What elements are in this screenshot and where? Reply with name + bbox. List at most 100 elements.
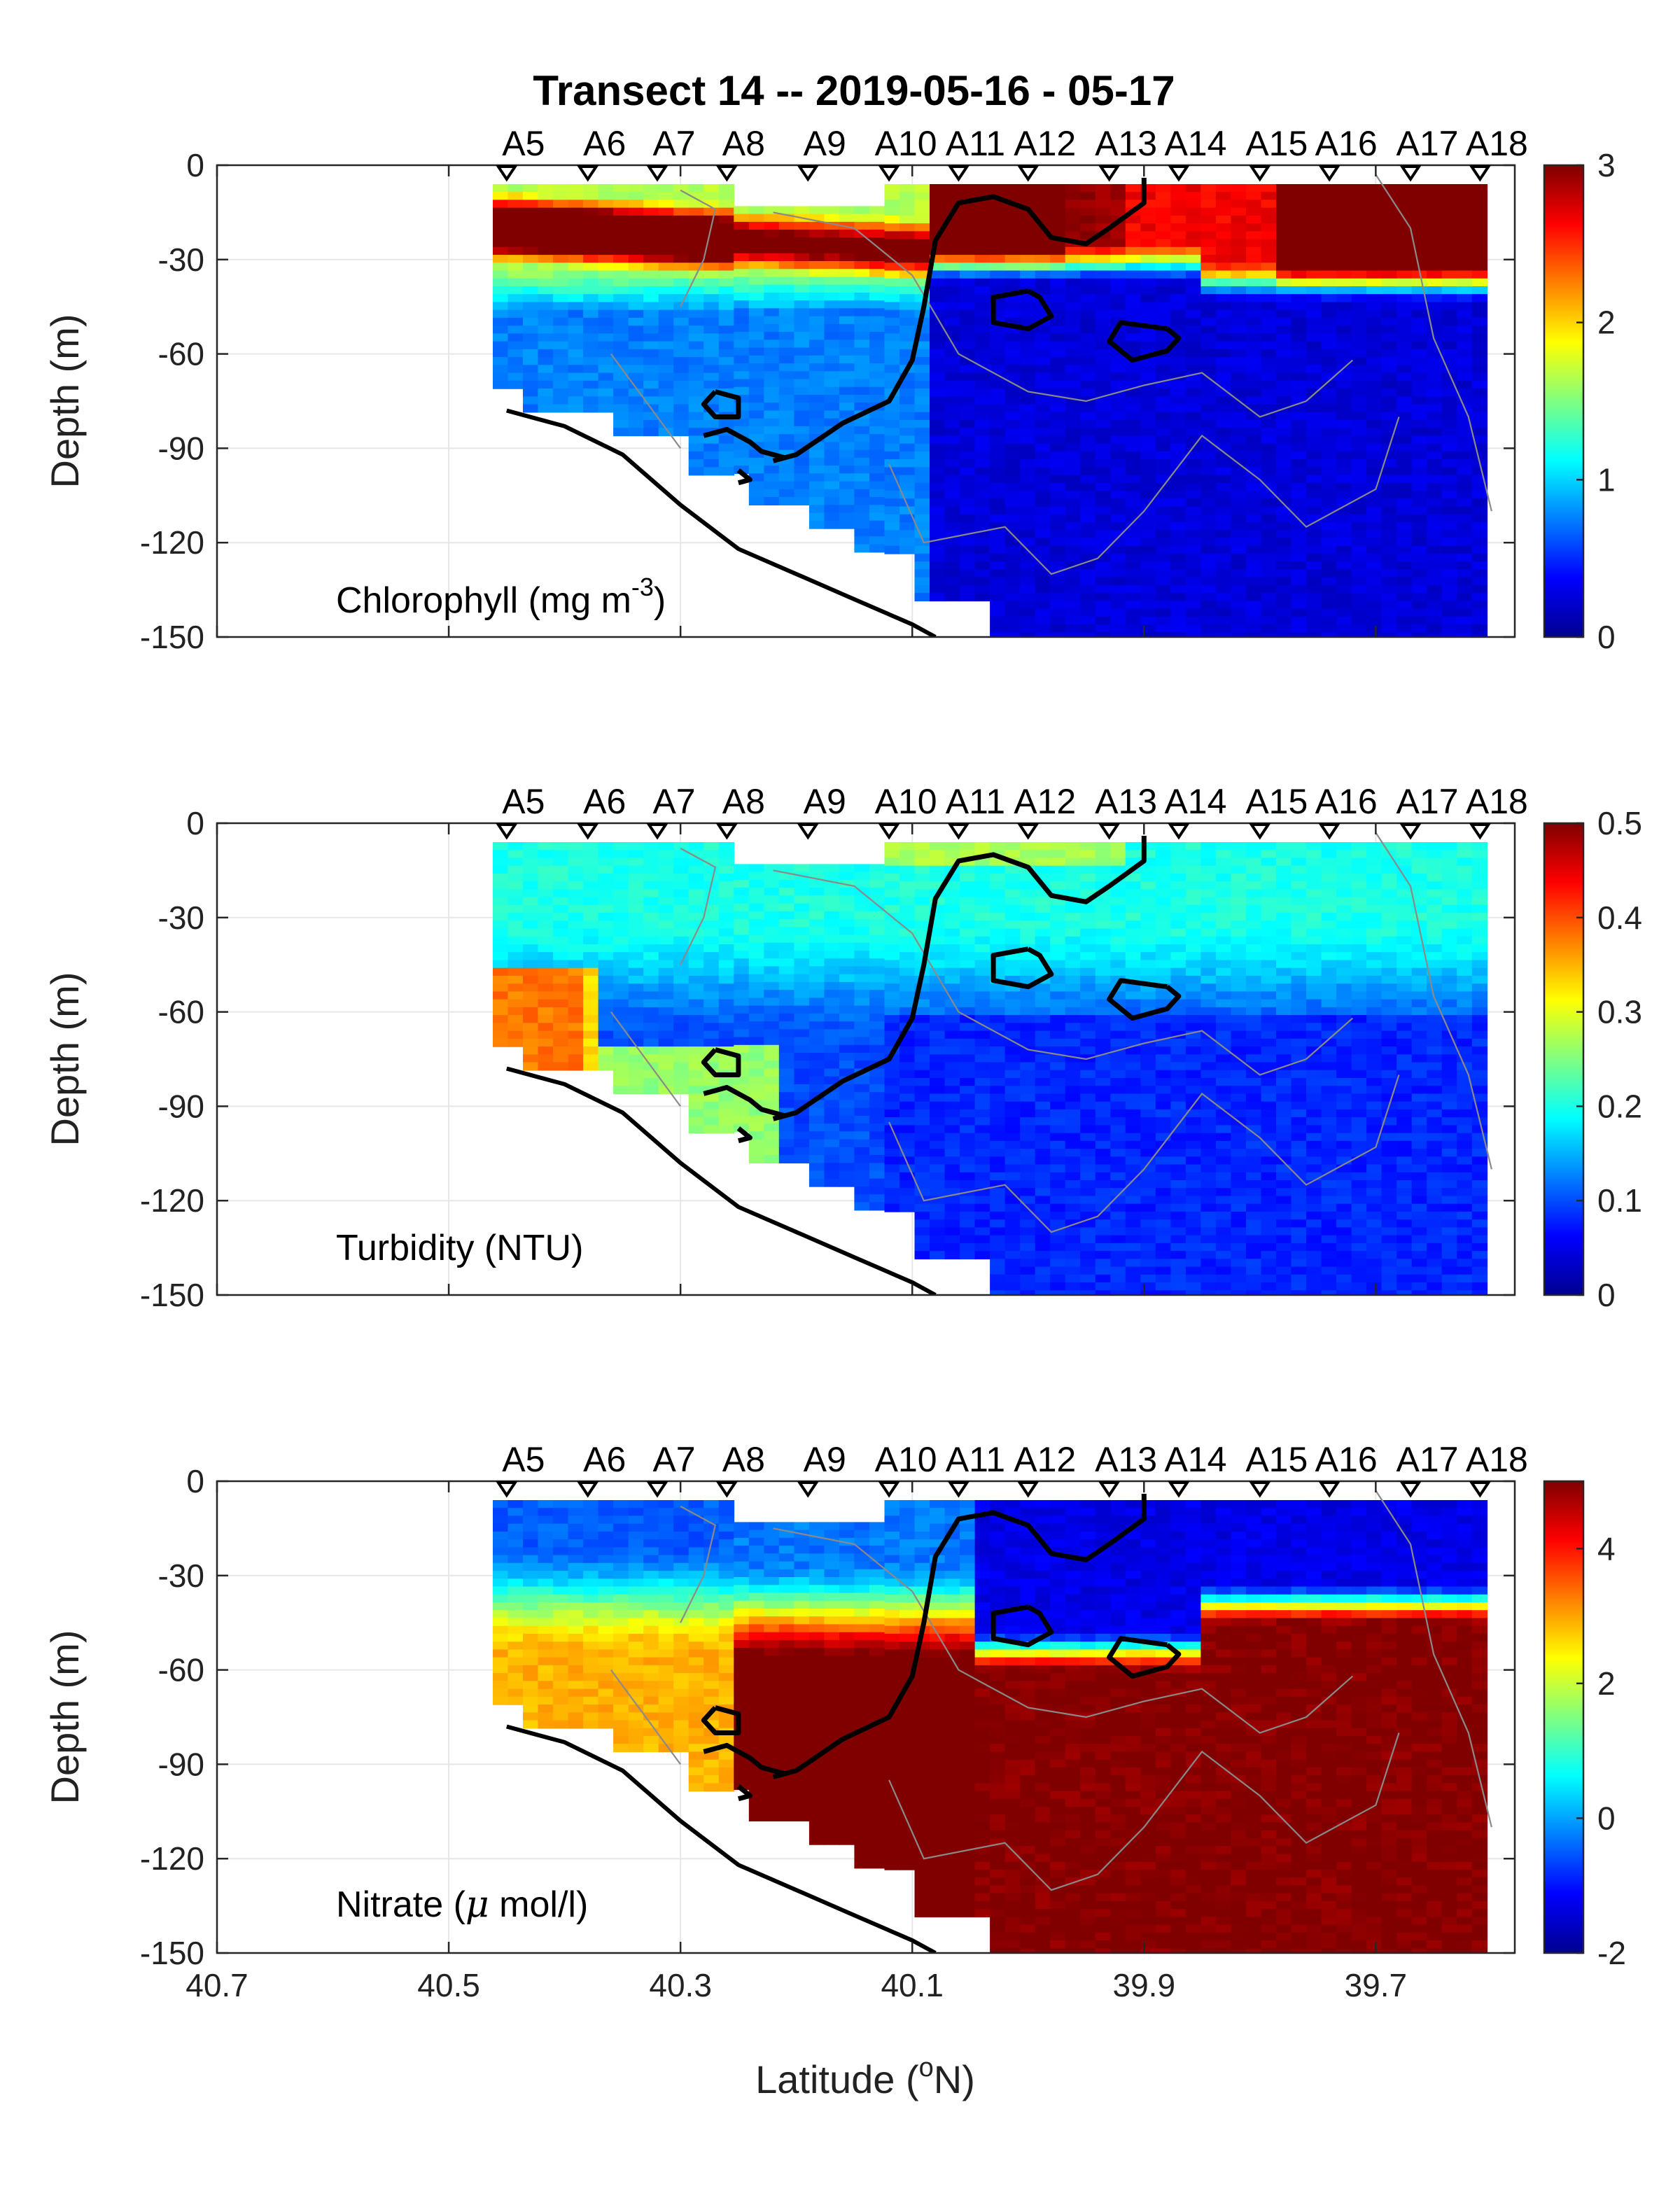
heatmap-cell <box>1155 514 1172 523</box>
heatmap-cell <box>568 302 584 311</box>
heatmap-cell <box>1215 223 1232 232</box>
heatmap-cell <box>493 239 509 248</box>
heatmap-cell <box>854 449 870 458</box>
heatmap-cell <box>1351 538 1367 547</box>
heatmap-cell <box>523 983 539 993</box>
heatmap-cell <box>553 952 569 961</box>
heatmap-cell <box>1065 577 1081 586</box>
heatmap-cell <box>824 1147 840 1156</box>
heatmap-cell <box>944 317 960 326</box>
heatmap-cell <box>643 952 659 961</box>
heatmap-cell <box>493 881 509 890</box>
heatmap-cell <box>658 420 674 428</box>
heatmap-cell <box>628 1070 644 1079</box>
heatmap-cell <box>1065 459 1081 468</box>
heatmap-cell <box>1140 608 1156 617</box>
heatmap-cell <box>523 200 539 209</box>
heatmap-cell <box>869 1068 886 1077</box>
heatmap-cell <box>1095 530 1112 539</box>
heatmap-cell <box>507 881 524 890</box>
heatmap-cell <box>1321 608 1337 617</box>
heatmap-cell <box>628 317 644 326</box>
heatmap-cell <box>824 951 840 959</box>
heatmap-cell <box>1140 396 1156 405</box>
heatmap-cell <box>990 270 1006 279</box>
heatmap-cell <box>1336 608 1352 617</box>
heatmap-cell <box>1020 1251 1036 1260</box>
heatmap-cell <box>960 498 976 507</box>
heatmap-cell <box>1095 1242 1112 1252</box>
heatmap-cell <box>1246 278 1262 287</box>
bottom-depth-line <box>506 408 937 637</box>
heatmap-cell <box>673 278 690 287</box>
heatmap-cell <box>1246 200 1262 209</box>
heatmap-cell <box>1004 223 1021 232</box>
heatmap-cell <box>1261 616 1277 625</box>
heatmap-cell <box>748 347 765 356</box>
heatmap-cell <box>1457 192 1473 201</box>
heatmap-cell <box>734 1107 750 1116</box>
heatmap-cell <box>688 341 704 350</box>
heatmap-cell <box>1246 593 1262 602</box>
heatmap-cell <box>1110 593 1126 602</box>
heatmap-cell <box>1035 538 1051 547</box>
heatmap-cell <box>1261 435 1277 444</box>
heatmap-cell <box>688 404 704 413</box>
heatmap-cell <box>794 340 810 349</box>
heatmap-cell <box>1065 1101 1081 1110</box>
heatmap-cell <box>628 286 644 295</box>
heatmap-cell <box>1351 584 1367 594</box>
heatmap-cell <box>1185 215 1202 224</box>
heatmap-cell <box>1050 435 1066 444</box>
heatmap-cell <box>839 1155 855 1163</box>
heatmap-cell <box>974 1086 990 1095</box>
heatmap-cell <box>538 1007 554 1016</box>
heatmap-cell <box>1020 1290 1036 1295</box>
heatmap-cell <box>1185 341 1202 350</box>
heatmap-cell <box>1231 624 1247 633</box>
heatmap-cell <box>869 426 886 435</box>
heatmap-cell <box>839 1053 855 1061</box>
heatmap-cell <box>990 904 1006 913</box>
heatmap-cell <box>523 255 539 264</box>
heatmap-cell <box>794 1076 810 1085</box>
heatmap-cell <box>1366 349 1382 358</box>
heatmap-cell <box>1035 858 1051 867</box>
heatmap-cell <box>1231 365 1247 374</box>
heatmap-cell <box>583 270 599 279</box>
heatmap-cell <box>1215 451 1232 460</box>
heatmap-cell <box>538 365 554 374</box>
heatmap-cell <box>1366 192 1382 201</box>
heatmap-cell <box>808 927 825 936</box>
heatmap-cell <box>1080 1196 1096 1205</box>
heatmap-cell <box>1170 491 1186 500</box>
heatmap-cell <box>1035 270 1051 279</box>
station-marker <box>1168 165 1190 182</box>
heatmap-cell <box>1200 498 1217 507</box>
heatmap-cell <box>538 928 554 937</box>
heatmap-cell <box>718 1078 735 1086</box>
heatmap-cell <box>1336 223 1352 232</box>
heatmap-cell <box>930 459 946 468</box>
heatmap-cell <box>1261 349 1277 358</box>
heatmap-cell <box>1261 302 1277 311</box>
heatmap-cell <box>1095 200 1112 209</box>
heatmap-cell <box>1471 601 1488 610</box>
heatmap-cell <box>1471 239 1488 248</box>
heatmap-cell <box>1050 491 1066 500</box>
heatmap-cell <box>568 842 584 850</box>
heatmap-cell <box>1020 522 1036 531</box>
heatmap-cell <box>1125 341 1142 350</box>
heatmap-cell <box>1035 553 1051 562</box>
heatmap-cell <box>1351 428 1367 437</box>
heatmap-cell <box>914 904 930 913</box>
heatmap-cell <box>748 942 765 951</box>
heatmap-cell <box>568 936 584 945</box>
heatmap-cell <box>869 316 886 325</box>
heatmap-cell <box>628 309 644 318</box>
heatmap-cell <box>748 1155 765 1163</box>
heatmap-cell <box>914 538 930 547</box>
heatmap-cell <box>1095 357 1112 366</box>
heatmap-cell <box>1261 624 1277 633</box>
heatmap-cell <box>869 919 886 927</box>
